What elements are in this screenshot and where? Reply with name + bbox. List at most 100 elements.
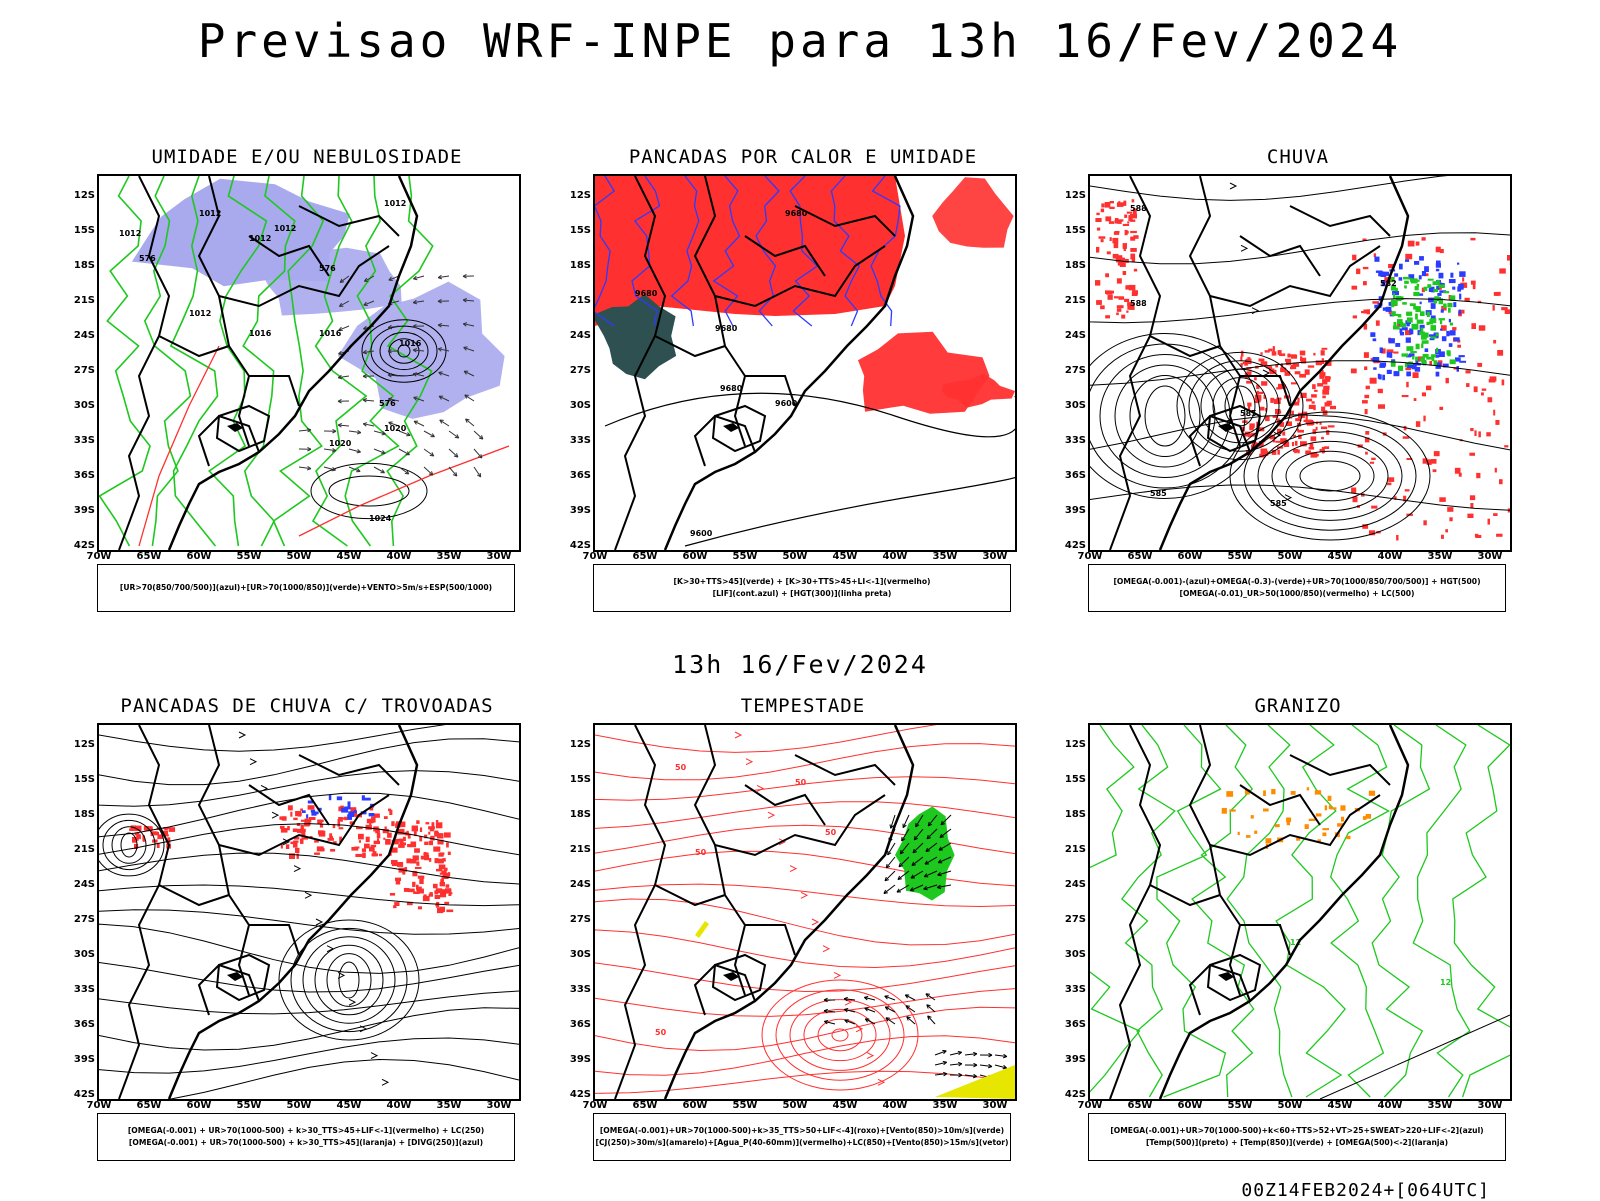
panel-legend: [OMEGA(-0.001) + UR>70(1000-500) + k>30_… <box>97 1113 515 1161</box>
panel-legend: [OMEGA(-0.001)-(azul)+OMEGA(-0.3)-(verde… <box>1088 564 1506 612</box>
hgt500-low-west <box>1090 334 1260 499</box>
lat-label: 18S <box>1048 260 1086 271</box>
jet-area <box>695 921 709 938</box>
lat-label: 18S <box>1048 809 1086 820</box>
lat-label: 21S <box>553 844 591 855</box>
panel-title: TEMPESTADE <box>553 695 1053 717</box>
hgt500-contours <box>1090 176 1510 510</box>
lon-label: 65W <box>129 1100 169 1111</box>
lon-label: 50W <box>279 551 319 562</box>
lon-label: 40W <box>1370 551 1410 562</box>
lagoon <box>227 972 243 981</box>
panel-title: PANCADAS POR CALOR E UMIDADE <box>553 146 1053 168</box>
thickness-576-line-2 <box>299 446 509 536</box>
lon-label: 40W <box>875 551 915 562</box>
contour-label: 576 <box>139 254 156 263</box>
lat-label: 39S <box>1048 505 1086 516</box>
temp500-line <box>1320 1015 1510 1099</box>
lat-label: 12S <box>553 190 591 201</box>
contour-label: 50 <box>655 1028 667 1037</box>
lat-label: 30S <box>553 949 591 960</box>
jet-area-se <box>935 1065 1015 1099</box>
lon-label: 55W <box>229 551 269 562</box>
lat-label: 36S <box>57 1019 95 1030</box>
lat-label: 12S <box>1048 190 1086 201</box>
contour-label: 50 <box>675 763 687 772</box>
lon-label: 35W <box>1420 1100 1460 1111</box>
lat-label: 15S <box>1048 225 1086 236</box>
lon-label: 50W <box>279 1100 319 1111</box>
thickness-576-line <box>139 346 219 546</box>
lon-label: 45W <box>1320 551 1360 562</box>
lon-label: 35W <box>429 1100 469 1111</box>
panel-title: GRANIZO <box>1048 695 1548 717</box>
contour-label: 1012 <box>119 229 141 238</box>
lagoon <box>723 423 739 432</box>
lat-label: 36S <box>553 1019 591 1030</box>
lc250-low-west <box>99 814 164 876</box>
lon-label: 65W <box>1120 551 1160 562</box>
lat-label: 27S <box>57 914 95 925</box>
lon-label: 45W <box>329 551 369 562</box>
legend-line: [Temp(500)](preto) + [Temp(850)](verde) … <box>1146 1137 1448 1149</box>
lat-label: 33S <box>57 984 95 995</box>
lat-label: 27S <box>553 914 591 925</box>
panel-legend: [OMEGA(-0.001)+UR>70(1000-500)+k>35_TTS>… <box>593 1113 1011 1161</box>
map-borders <box>1110 725 1408 1099</box>
lon-label: 60W <box>1170 1100 1210 1111</box>
legend-line: [LIF](cont.azul) + [HGT(300)](linha pret… <box>713 588 892 600</box>
lat-label: 18S <box>553 809 591 820</box>
lat-label: 33S <box>553 984 591 995</box>
lon-label: 30W <box>1470 551 1510 562</box>
legend-line: [OMEGA(-0.01)_UR>50(1000/850)(vermelho) … <box>1180 588 1415 600</box>
lagoon <box>227 423 243 432</box>
lat-label: 24S <box>57 879 95 890</box>
panel-title: CHUVA <box>1048 146 1548 168</box>
lagoon <box>1218 972 1234 981</box>
lat-label: 42S <box>1048 1089 1086 1100</box>
contour-label: 585 <box>1150 489 1167 498</box>
legend-line: [OMEGA(-0.001)-(azul)+OMEGA(-0.3)-(verde… <box>1113 576 1480 588</box>
lon-label: 50W <box>775 1100 815 1111</box>
lon-label: 40W <box>1370 1100 1410 1111</box>
lat-label: 27S <box>1048 914 1086 925</box>
lon-label: 45W <box>329 1100 369 1111</box>
lat-label: 30S <box>1048 400 1086 411</box>
lat-label: 24S <box>553 879 591 890</box>
panel-legend: [K>30+TTS>45](verde) + [K>30+TTS>45+LI<-… <box>593 564 1011 612</box>
contour-label: 9680 <box>635 289 658 298</box>
legend-line: [UR>70(850/700/500)](azul)+[UR>70(1000/8… <box>120 582 492 594</box>
lat-label: 21S <box>1048 844 1086 855</box>
lon-label: 45W <box>825 551 865 562</box>
lon-label: 50W <box>775 551 815 562</box>
contour-label: 1016 <box>399 339 422 348</box>
lat-label: 39S <box>553 505 591 516</box>
lat-label: 15S <box>57 225 95 236</box>
forecast-time-label: 13h 16/Fev/2024 <box>0 650 1600 679</box>
contour-label: 50 <box>825 828 837 837</box>
contour-label: 1016 <box>249 329 272 338</box>
lc850-cyclone <box>762 980 918 1090</box>
lat-label: 33S <box>1048 984 1086 995</box>
lat-label: 36S <box>553 470 591 481</box>
lon-label: 70W <box>1070 1100 1110 1111</box>
lon-label: 60W <box>1170 551 1210 562</box>
contour-label: 585 <box>1270 499 1287 508</box>
lat-label: 27S <box>1048 365 1086 376</box>
lat-label: 15S <box>553 774 591 785</box>
lat-label: 42S <box>57 540 95 551</box>
lon-label: 60W <box>675 1100 715 1111</box>
lon-label: 65W <box>625 551 665 562</box>
lat-label: 12S <box>57 739 95 750</box>
lon-label: 65W <box>1120 1100 1160 1111</box>
lat-label: 30S <box>1048 949 1086 960</box>
contour-label: 50 <box>795 778 807 787</box>
red-rain-east <box>1351 237 1510 540</box>
lon-label: 55W <box>1220 551 1260 562</box>
lat-label: 39S <box>1048 1054 1086 1065</box>
